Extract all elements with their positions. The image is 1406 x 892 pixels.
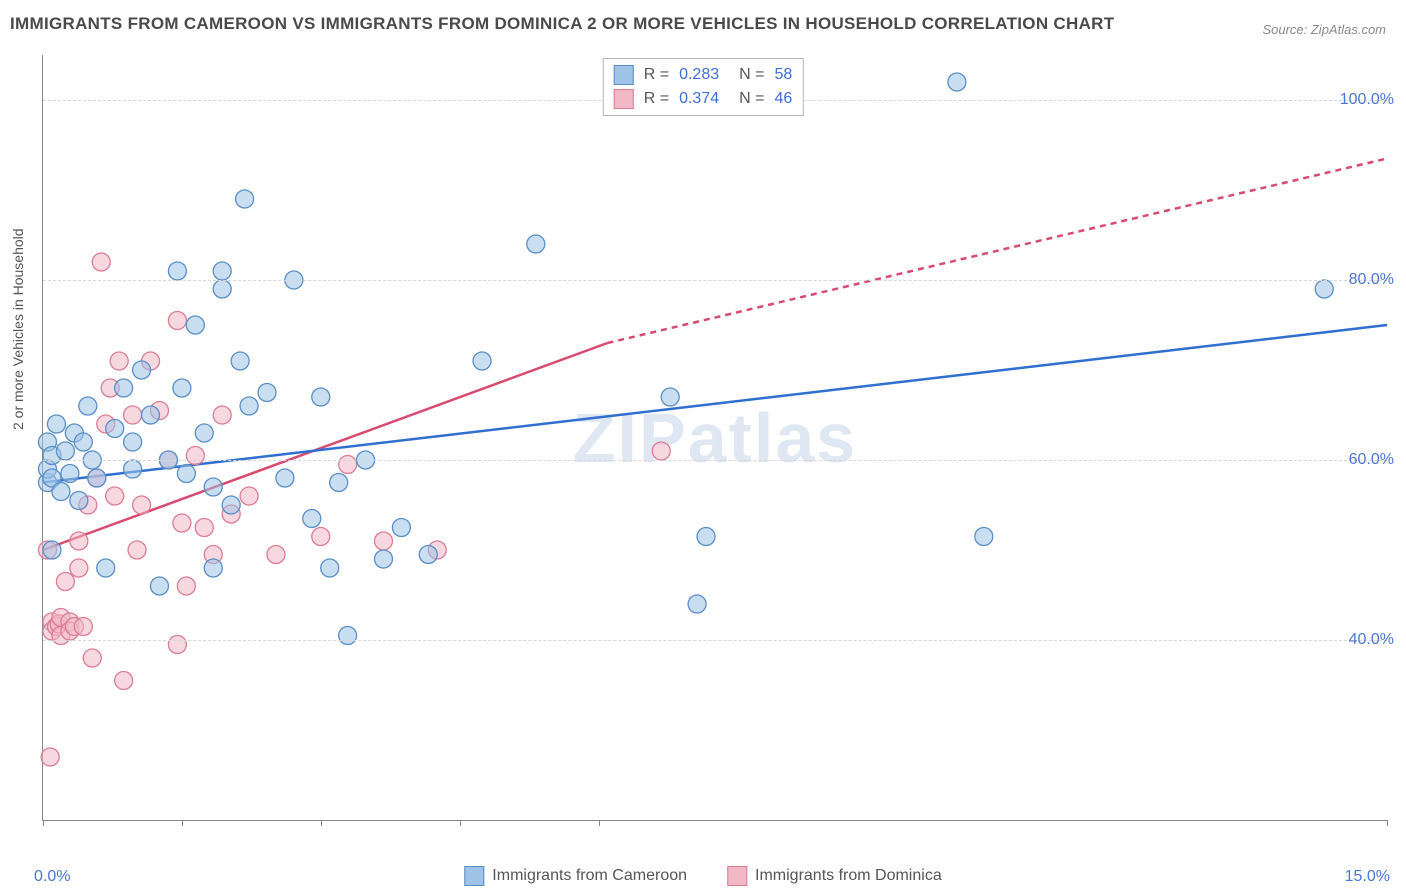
legend-swatch-b2: [727, 866, 747, 886]
legend-stats: R = 0.283 N = 58 R = 0.374 N = 46: [603, 58, 804, 116]
legend-n-label-a: N =: [739, 66, 764, 84]
y-tick-label: 100.0%: [1340, 91, 1394, 109]
legend-r-label-b: R =: [644, 90, 669, 108]
legend-label-b: Immigrants from Dominica: [755, 867, 942, 885]
legend-swatch-a: [614, 65, 634, 85]
legend-swatch-b: [614, 89, 634, 109]
legend-n-value-b: 46: [774, 90, 792, 108]
x-tick-max: 15.0%: [1345, 868, 1390, 886]
legend-n-value-a: 58: [774, 66, 792, 84]
plot-area: ZIPatlas: [42, 55, 1387, 821]
points-layer: [43, 55, 1387, 820]
y-tick-label: 60.0%: [1349, 451, 1394, 469]
y-axis-label: 2 or more Vehicles in Household: [10, 228, 26, 430]
x-tick-min: 0.0%: [34, 868, 70, 886]
legend-r-label-a: R =: [644, 66, 669, 84]
legend-label-a: Immigrants from Cameroon: [492, 867, 687, 885]
legend-series-a: Immigrants from Cameroon: [464, 866, 687, 886]
legend-stats-row-a: R = 0.283 N = 58: [614, 63, 793, 87]
legend-r-value-a: 0.283: [679, 66, 719, 84]
legend-series-b: Immigrants from Dominica: [727, 866, 942, 886]
legend-swatch-a2: [464, 866, 484, 886]
legend-series: Immigrants from Cameroon Immigrants from…: [464, 866, 941, 886]
y-tick-label: 80.0%: [1349, 271, 1394, 289]
legend-n-label-b: N =: [739, 90, 764, 108]
source-text: Source: ZipAtlas.com: [1262, 22, 1386, 37]
legend-stats-row-b: R = 0.374 N = 46: [614, 87, 793, 111]
y-tick-label: 40.0%: [1349, 631, 1394, 649]
chart-title: IMMIGRANTS FROM CAMEROON VS IMMIGRANTS F…: [10, 14, 1114, 34]
legend-r-value-b: 0.374: [679, 90, 719, 108]
